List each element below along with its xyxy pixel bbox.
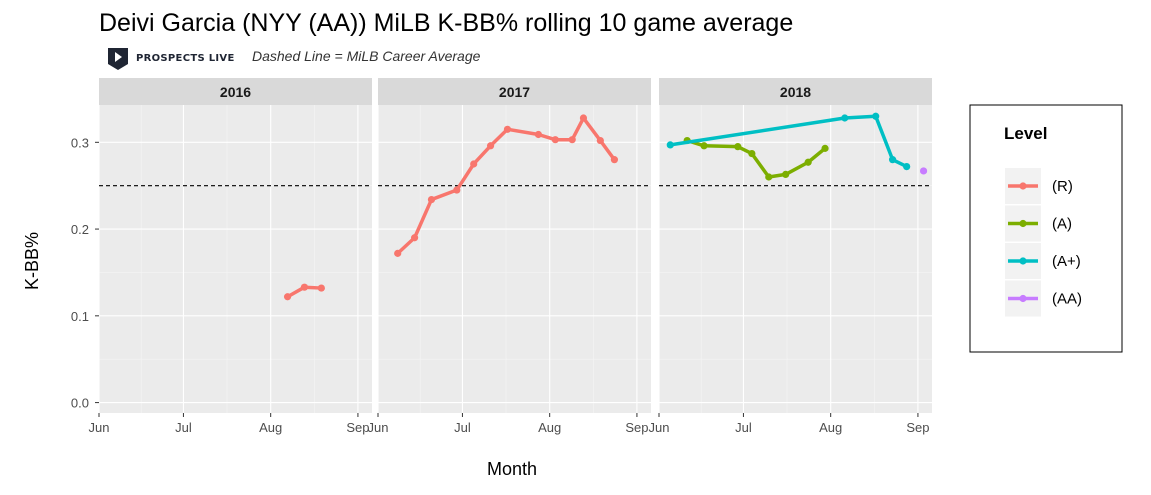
data-point [888, 156, 897, 164]
data-point [394, 249, 402, 257]
x-tick-label: Sep [906, 420, 929, 435]
legend-key-point [1019, 182, 1027, 190]
x-tick-label: Jun [368, 420, 389, 435]
data-point [283, 293, 292, 301]
y-axis-label: K-BB% [22, 232, 42, 290]
panel-2018: 2018 Jun Jul Aug Sep [649, 78, 932, 435]
legend-key-point [1019, 257, 1027, 265]
panel-2016: 2016 Jun Jul Aug Sep [89, 78, 372, 435]
chart-subtitle: Dashed Line = MiLB Career Average [252, 48, 481, 64]
data-point [486, 142, 495, 150]
data-point [610, 156, 619, 164]
data-point [453, 186, 461, 194]
legend-item: (A+) [1005, 243, 1081, 279]
x-tick-label: Jul [454, 420, 471, 435]
data-point [300, 283, 309, 291]
y-tick-label: 0.2 [71, 222, 89, 237]
brand-name: PROSPECTS LIVE [136, 53, 235, 64]
legend: Level (R) (A) (A+) (AA) [969, 104, 1123, 353]
facet-strip [378, 78, 651, 105]
data-point [748, 149, 756, 158]
facet-strip-label: 2018 [780, 84, 811, 100]
facet-strip [659, 78, 932, 105]
data-point [551, 136, 559, 144]
x-tick-label: Aug [819, 420, 842, 435]
panel-2017: 2017 Jun Jul Aug Sep [368, 78, 651, 435]
legend-key-point [1019, 294, 1027, 303]
data-point [700, 142, 708, 150]
legend-title: Level [1004, 124, 1047, 143]
data-point [317, 284, 325, 292]
x-tick-label: Jun [649, 420, 670, 435]
legend-item: (A) [1005, 205, 1072, 242]
prospects-live-logo: PROSPECTS LIVE [108, 48, 235, 70]
data-point [596, 136, 604, 145]
legend-entries: (R) (A) (A+) (AA) [1005, 168, 1082, 317]
legend-label: (A) [1052, 216, 1072, 233]
legend-label: (R) [1052, 178, 1073, 195]
series-line [685, 138, 827, 179]
x-tick-label: Sep [625, 420, 648, 435]
data-point [503, 125, 512, 133]
y-tick-label: 0.3 [71, 135, 89, 150]
data-point [903, 163, 911, 171]
legend-key-point [1019, 219, 1027, 228]
data-point [841, 114, 849, 122]
x-tick-label: Aug [259, 420, 282, 435]
data-point [919, 167, 928, 175]
x-tick-label: Aug [538, 420, 561, 435]
facet-strip-label: 2017 [499, 84, 530, 100]
x-tick-label: Jul [175, 420, 192, 435]
legend-item: (AA) [1005, 280, 1082, 317]
legend-label: (AA) [1052, 291, 1082, 308]
x-axis-label: Month [487, 459, 537, 479]
data-point [872, 112, 880, 120]
y-tick-label: 0.1 [71, 309, 89, 324]
facet-strip [99, 78, 372, 105]
data-point [782, 170, 790, 179]
y-axis: 0.0 0.1 0.2 0.3 [71, 135, 99, 411]
data-point [579, 114, 588, 122]
plot-background [378, 105, 651, 413]
facet-strip-label: 2016 [220, 84, 251, 100]
data-point [804, 158, 812, 166]
data-point [534, 130, 543, 139]
logo-play-icon [115, 52, 122, 62]
legend-box [969, 104, 1123, 353]
data-point [821, 144, 829, 152]
data-point [410, 234, 419, 242]
y-tick-label: 0.0 [71, 396, 89, 411]
plot-background [99, 105, 372, 413]
chart-title: Deivi Garcia (NYY (AA)) MiLB K-BB% rolli… [99, 9, 793, 37]
x-tick-label: Sep [346, 420, 369, 435]
data-point [568, 136, 576, 144]
plot-background [659, 105, 932, 413]
data-point [427, 195, 436, 204]
x-tick-label: Jun [89, 420, 110, 435]
data-point [765, 173, 773, 181]
legend-label: (A+) [1052, 253, 1081, 270]
facet-panels: 2016 Jun Jul Aug Sep 2017 Jun Jul Aug Sep 2018 Jun J… [89, 78, 932, 435]
legend-item: (R) [1005, 168, 1073, 204]
data-point [734, 143, 742, 151]
data-point [470, 160, 478, 168]
x-tick-label: Jul [735, 420, 752, 435]
data-point [666, 141, 674, 149]
